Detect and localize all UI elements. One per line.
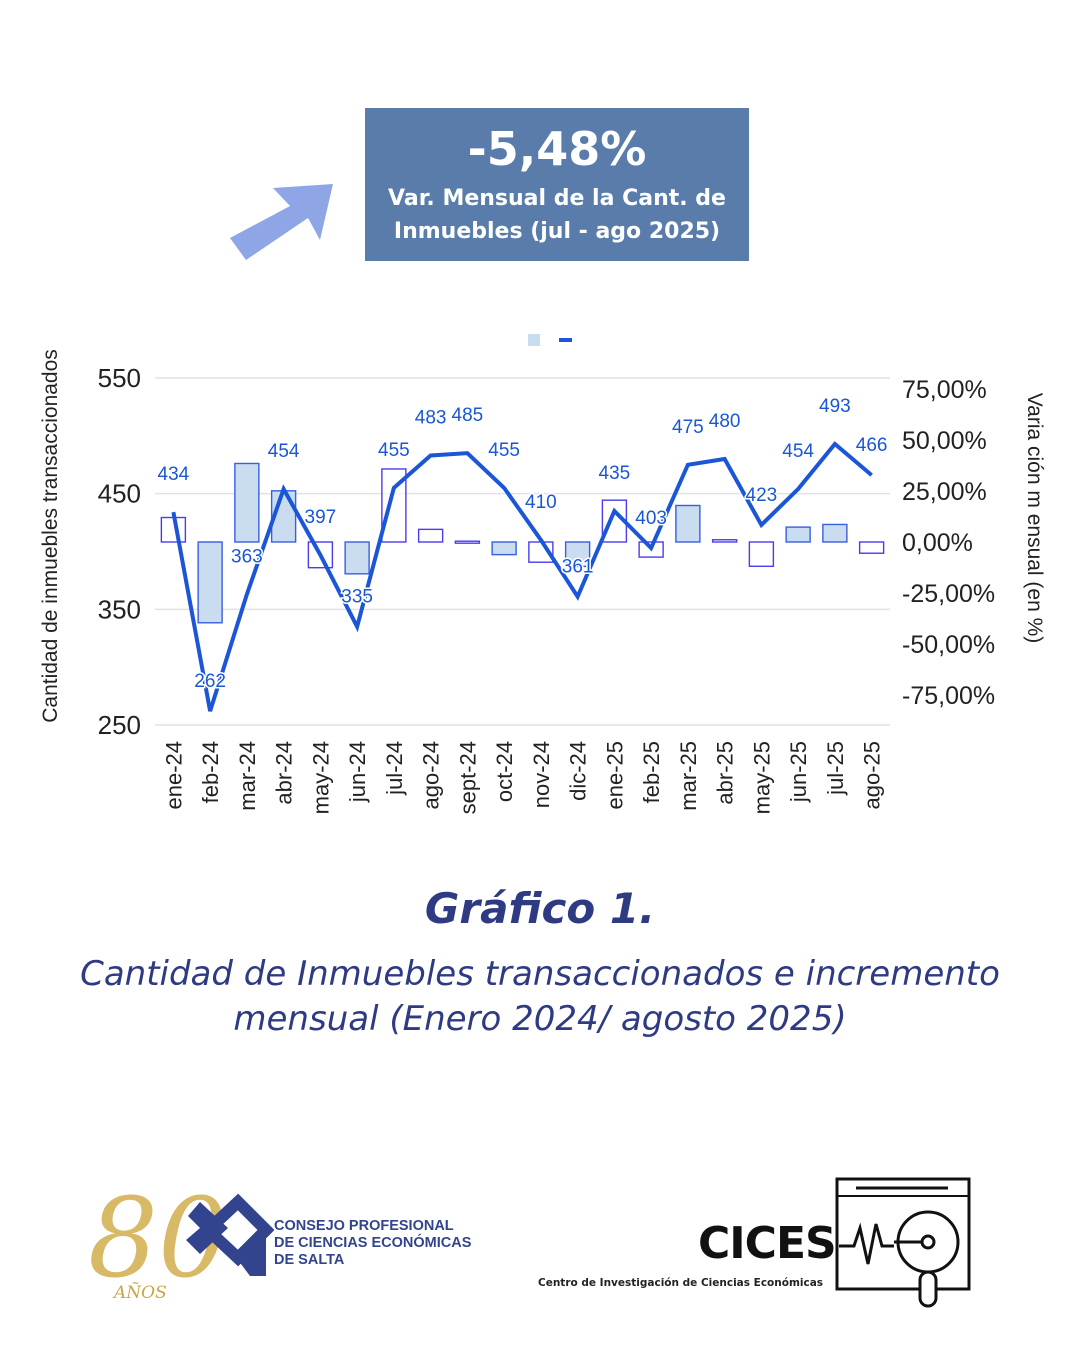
- bar-dic-24: [564, 541, 591, 568]
- x-tick-label: dic-24: [566, 741, 591, 801]
- y2-tick-label: 75,00%: [902, 376, 987, 404]
- arrow-up-right-icon: [230, 184, 333, 260]
- data-label: 262: [194, 671, 226, 692]
- bar-ago-24: [417, 528, 444, 543]
- x-tick-label: jun-24: [345, 741, 370, 803]
- svg-text:AÑOS: AÑOS: [112, 1282, 167, 1303]
- x-tick-label: nov-24: [529, 741, 554, 808]
- x-tick-label: jul-24: [382, 741, 407, 796]
- y2-axis-title: Varia ción m ensual (en %): [1023, 393, 1046, 644]
- cpce-name: CONSEJO PROFESIONAL DE CIENCIAS ECONÓMIC…: [274, 1218, 471, 1269]
- monthly-variation-box: -5,48% Var. Mensual de la Cant. de Inmue…: [365, 108, 749, 261]
- bar-abr-25: [711, 539, 738, 543]
- y2-tick-label: 25,00%: [902, 478, 987, 506]
- legend-bar-swatch: [528, 334, 540, 346]
- cices-magnifier-monitor-icon: [835, 1177, 971, 1308]
- bar-oct-24: [491, 541, 517, 556]
- y-tick-label: 350: [98, 594, 141, 624]
- bar-ago-25: [858, 541, 885, 554]
- x-tick-label: may-25: [749, 741, 774, 814]
- cpce-line1: CONSEJO PROFESIONAL: [274, 1218, 454, 1234]
- data-label: 403: [635, 508, 667, 529]
- bar-may-25: [748, 541, 775, 567]
- x-tick-label: ago-25: [860, 741, 885, 810]
- bar-mar-25: [675, 504, 701, 543]
- y-axis-title: Cantidad de inmuebles transaccionados: [39, 349, 62, 723]
- data-label: 410: [525, 492, 557, 513]
- data-label: 485: [452, 405, 484, 426]
- bar-may-24: [307, 541, 334, 569]
- data-label: 363: [231, 546, 263, 567]
- cpce-line3: DE SALTA: [274, 1252, 345, 1268]
- data-label: 455: [488, 440, 520, 461]
- data-label: 434: [158, 464, 190, 485]
- bar-jul-25: [822, 523, 848, 543]
- y2-tick-label: 50,00%: [902, 427, 987, 455]
- data-label: 454: [268, 441, 300, 462]
- line-series: [171, 441, 873, 712]
- data-label: 335: [341, 587, 373, 608]
- data-label: 475: [672, 417, 704, 438]
- x-tick-label: sept-24: [455, 741, 480, 814]
- chart-subtitle-line2: mensual (Enero 2024/ agosto 2025): [233, 999, 847, 1039]
- cpce-line2: DE CIENCIAS ECONÓMICAS: [274, 1235, 472, 1251]
- cices-logo-text: CICES: [698, 1218, 837, 1269]
- chart-subtitle-line1: Cantidad de Inmuebles transaccionados e …: [80, 954, 1000, 994]
- data-label: 455: [378, 440, 410, 461]
- data-label: 454: [782, 441, 814, 462]
- x-tick-label: may-24: [308, 741, 333, 814]
- bar-jun-25: [785, 526, 811, 543]
- y2-tick-label: 0,00%: [902, 529, 973, 557]
- y-tick-label: 450: [98, 479, 141, 509]
- bar-feb-24: [197, 541, 223, 624]
- x-tick-label: ene-25: [602, 741, 627, 810]
- chart-title: Gráfico 1.: [424, 884, 656, 933]
- bar-jun-24: [344, 541, 370, 575]
- x-tick-label: feb-25: [639, 741, 664, 803]
- x-tick-label: ago-24: [419, 741, 444, 810]
- x-tick-label: jul-25: [823, 741, 848, 796]
- data-label: 466: [856, 435, 888, 456]
- y-tick-label: 550: [98, 363, 141, 393]
- data-label: 435: [599, 463, 631, 484]
- y2-tick-label: -50,00%: [902, 631, 995, 659]
- x-tick-label: abr-24: [272, 741, 297, 805]
- cices-subtitle: Centro de Investigación de Ciencias Econ…: [538, 1277, 824, 1289]
- x-tick-label: feb-24: [198, 741, 223, 803]
- x-tick-label: oct-24: [492, 741, 517, 802]
- x-tick-label: mar-25: [676, 741, 701, 811]
- cpce-logo: 80 AÑOS: [88, 1180, 275, 1303]
- data-label: 423: [746, 485, 778, 506]
- variation-label-line2: Inmuebles (jul - ago 2025): [393, 219, 721, 244]
- x-tick-label: jun-25: [786, 741, 811, 803]
- data-label: 480: [709, 411, 741, 432]
- y2-tick-label: -25,00%: [902, 580, 995, 608]
- y2-tick-label: -75,00%: [902, 682, 995, 710]
- data-label: 483: [415, 407, 447, 428]
- variation-value: -5,48%: [467, 122, 647, 176]
- data-label: 397: [305, 507, 337, 528]
- bar-sept-24: [454, 540, 481, 544]
- y-tick-label: 250: [98, 710, 141, 740]
- x-tick-label: abr-25: [713, 741, 738, 805]
- data-label: 493: [819, 396, 851, 417]
- variation-label-line1: Var. Mensual de la Cant. de: [388, 186, 726, 211]
- bar-mar-24: [234, 462, 260, 543]
- legend-line-swatch: [559, 338, 572, 342]
- x-tick-label: ene-24: [161, 741, 186, 810]
- chart-subtitle: Cantidad de Inmuebles transaccionados e …: [0, 952, 1080, 1042]
- x-tick-label: mar-24: [235, 741, 260, 811]
- data-label: 361: [562, 557, 594, 578]
- chart: 550 450 350 250 75,00% 50,00% 25,00% 0,00% -25,0…: [39, 334, 1046, 814]
